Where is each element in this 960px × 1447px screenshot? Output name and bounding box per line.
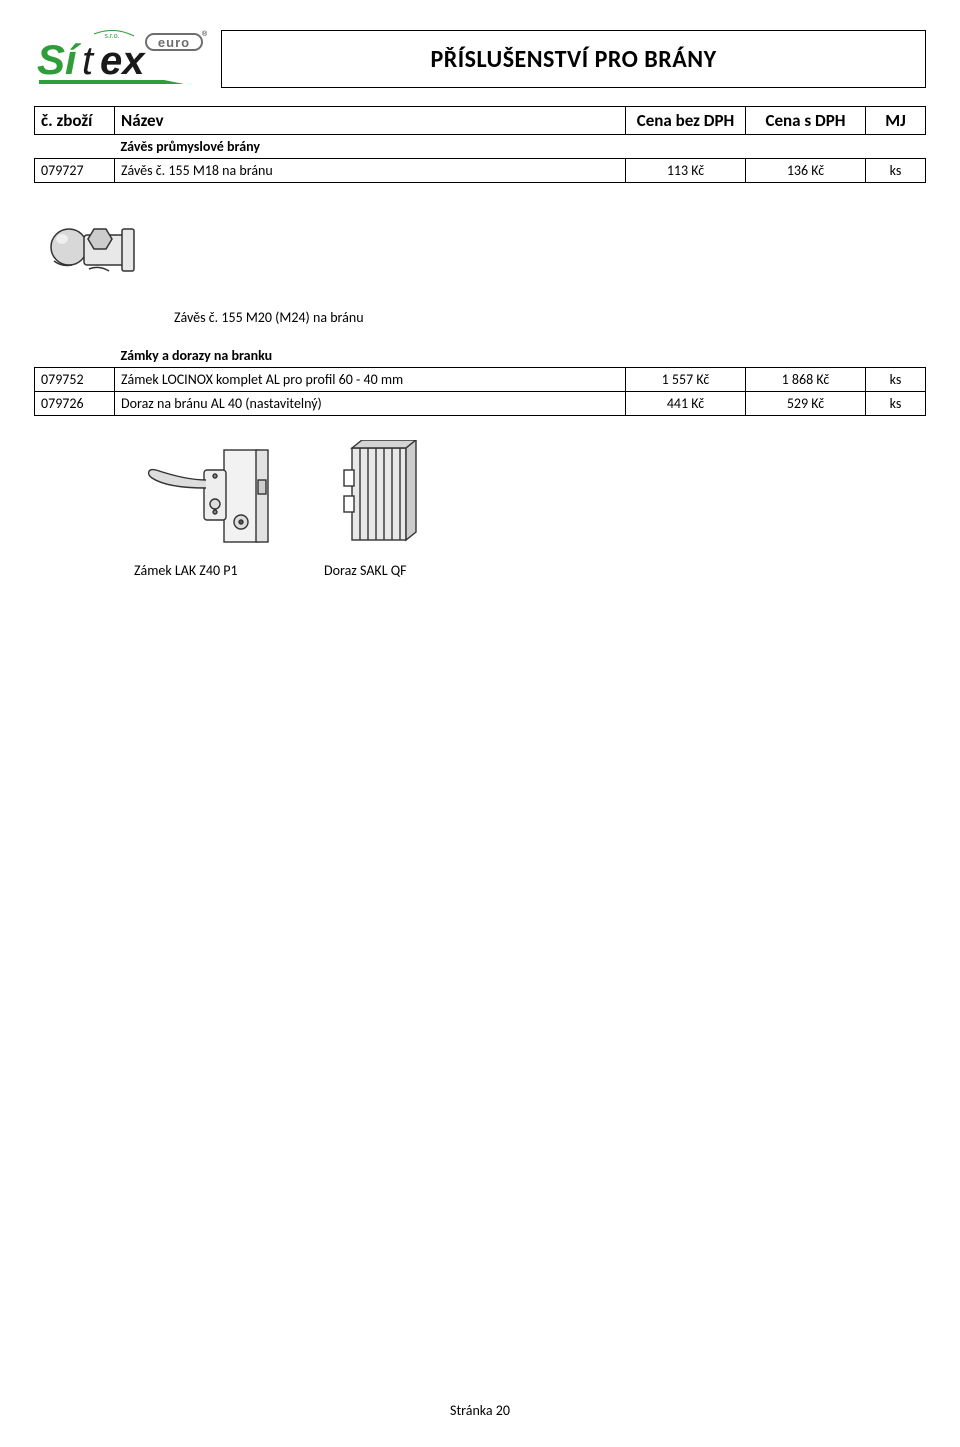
figure-lock: Zámek LAK Z40 P1 — [134, 440, 284, 579]
cell-price-vat: 136 Kč — [746, 159, 866, 183]
section-title: Závěs průmyslové brány — [115, 135, 926, 159]
table-header-row: č. zboží Název Cena bez DPH Cena s DPH M… — [35, 107, 926, 135]
svg-text:t: t — [82, 39, 95, 83]
page-footer: Stránka 20 — [0, 1402, 960, 1419]
figure-stop: Doraz SAKL QF — [324, 440, 434, 579]
svg-text:®: ® — [202, 30, 208, 38]
figure-stop-caption: Doraz SAKL QF — [324, 562, 434, 579]
cell-unit: ks — [866, 368, 926, 392]
table-row: 079726 Doraz na bránu AL 40 (nastaviteln… — [35, 392, 926, 416]
cell-price-novat: 113 Kč — [626, 159, 746, 183]
cell-code: 079752 — [35, 368, 115, 392]
cell-unit: ks — [866, 159, 926, 183]
svg-text:euro: euro — [158, 35, 190, 50]
cell-name: Závěs č. 155 M18 na bránu — [115, 159, 626, 183]
cell-code: 079726 — [35, 392, 115, 416]
page-title: PŘÍSLUŠENSTVÍ PRO BRÁNY — [221, 30, 926, 88]
section-row-zamky: Zámky a dorazy na branku — [35, 344, 926, 368]
cell-name: Doraz na bránu AL 40 (nastavitelný) — [115, 392, 626, 416]
figure-hinge — [34, 209, 926, 299]
col-header-price-vat: Cena s DPH — [746, 107, 866, 135]
product-table-2: Zámky a dorazy na branku 079752 Zámek LO… — [34, 344, 926, 416]
cell-name: Zámek LOCINOX komplet AL pro profil 60 -… — [115, 368, 626, 392]
cell-price-vat: 1 868 Kč — [746, 368, 866, 392]
col-header-name: Název — [115, 107, 626, 135]
page-header: Sí t ex euro s.r.o. ® PŘÍSLUŠENSTVÍ PRO … — [34, 30, 926, 88]
figure-row-locks: Zámek LAK Z40 P1 Doraz SAKL QF — [134, 440, 926, 579]
col-header-code: č. zboží — [35, 107, 115, 135]
figure-hinge-caption: Závěs č. 155 M20 (M24) na bránu — [174, 309, 926, 326]
col-header-price-novat: Cena bez DPH — [626, 107, 746, 135]
table-row: 079752 Zámek LOCINOX komplet AL pro prof… — [35, 368, 926, 392]
company-logo: Sí t ex euro s.r.o. ® — [34, 30, 209, 88]
cell-price-vat: 529 Kč — [746, 392, 866, 416]
svg-text:ex: ex — [100, 39, 146, 83]
lock-illustration — [134, 440, 284, 550]
section-row-zaves: Závěs průmyslové brány — [35, 135, 926, 159]
svg-text:s.r.o.: s.r.o. — [104, 33, 119, 40]
section-title: Zámky a dorazy na branku — [115, 344, 926, 368]
hinge-illustration — [34, 209, 154, 299]
cell-price-novat: 1 557 Kč — [626, 368, 746, 392]
product-table: č. zboží Název Cena bez DPH Cena s DPH M… — [34, 106, 926, 183]
cell-price-novat: 441 Kč — [626, 392, 746, 416]
table-row: 079727 Závěs č. 155 M18 na bránu 113 Kč … — [35, 159, 926, 183]
cell-code: 079727 — [35, 159, 115, 183]
col-header-unit: MJ — [866, 107, 926, 135]
figure-lock-caption: Zámek LAK Z40 P1 — [134, 562, 284, 579]
logo-svg: Sí t ex euro s.r.o. ® — [34, 30, 209, 88]
stop-illustration — [324, 440, 434, 550]
cell-unit: ks — [866, 392, 926, 416]
svg-text:Sí: Sí — [37, 36, 82, 83]
